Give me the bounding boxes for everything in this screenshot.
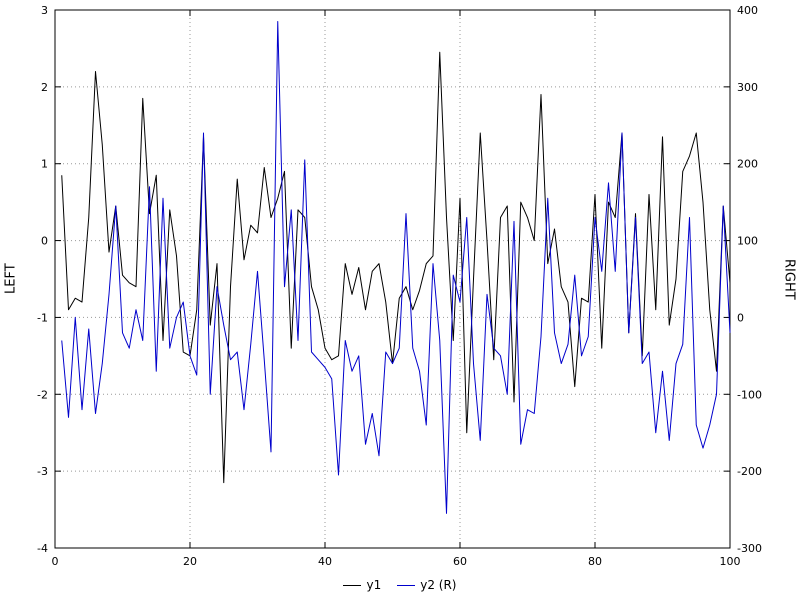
legend: y1 y2 (R) bbox=[0, 578, 800, 592]
svg-text:-1: -1 bbox=[37, 311, 48, 324]
svg-text:-200: -200 bbox=[737, 465, 762, 478]
svg-text:1: 1 bbox=[41, 158, 48, 171]
y1-line-swatch bbox=[343, 584, 362, 586]
svg-text:60: 60 bbox=[453, 555, 467, 568]
right-axis-label: RIGHT bbox=[781, 258, 797, 300]
svg-text:0: 0 bbox=[737, 311, 744, 324]
svg-text:0: 0 bbox=[52, 555, 59, 568]
svg-text:-3: -3 bbox=[37, 465, 48, 478]
legend-label-y1: y1 bbox=[366, 578, 382, 592]
svg-text:80: 80 bbox=[588, 555, 602, 568]
svg-text:-2: -2 bbox=[37, 388, 48, 401]
svg-text:400: 400 bbox=[737, 4, 758, 17]
left-axis-label: LEFT bbox=[3, 263, 19, 295]
svg-text:40: 40 bbox=[318, 555, 332, 568]
svg-text:-100: -100 bbox=[737, 388, 762, 401]
svg-text:2: 2 bbox=[41, 81, 48, 94]
legend-item-y2: y2 (R) bbox=[397, 578, 457, 592]
svg-text:0: 0 bbox=[41, 235, 48, 248]
svg-text:100: 100 bbox=[737, 235, 758, 248]
svg-text:300: 300 bbox=[737, 81, 758, 94]
y2-line-swatch bbox=[397, 584, 416, 586]
svg-text:100: 100 bbox=[720, 555, 741, 568]
legend-item-y1: y1 bbox=[343, 578, 381, 592]
svg-text:-300: -300 bbox=[737, 542, 762, 555]
svg-text:3: 3 bbox=[41, 4, 48, 17]
svg-text:-4: -4 bbox=[37, 542, 48, 555]
legend-label-y2: y2 (R) bbox=[420, 578, 457, 592]
svg-text:20: 20 bbox=[183, 555, 197, 568]
svg-text:200: 200 bbox=[737, 158, 758, 171]
